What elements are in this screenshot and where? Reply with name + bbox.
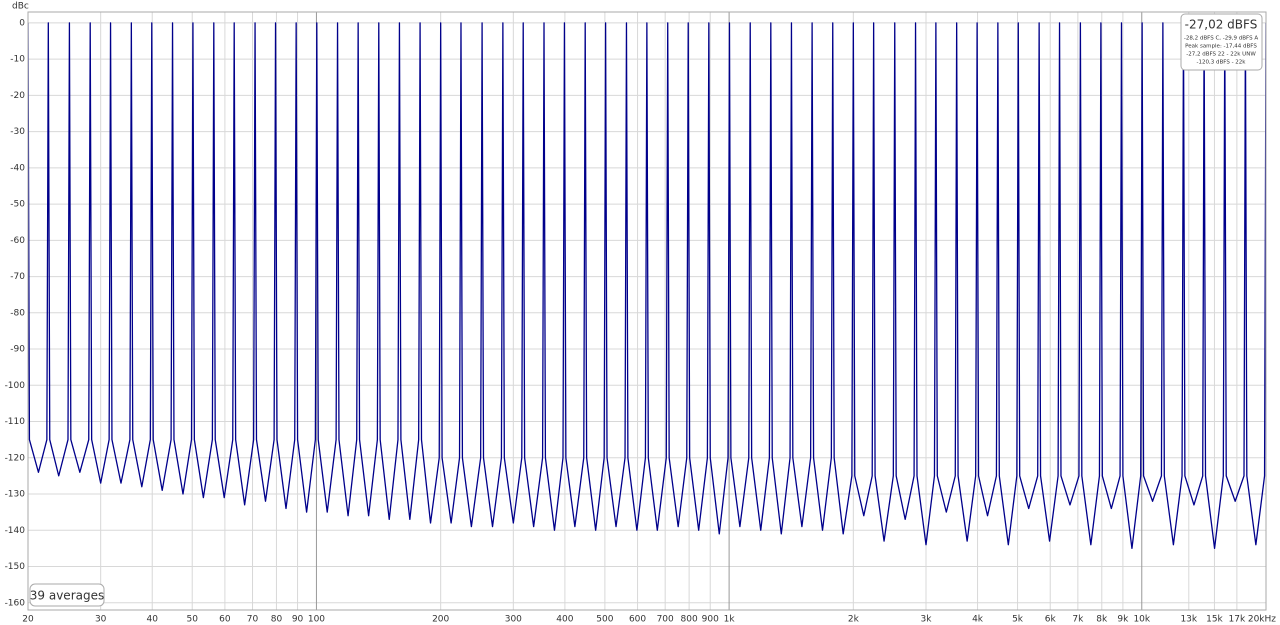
x-tick-label: 900 xyxy=(702,615,719,625)
x-tick-label: 7k xyxy=(1072,615,1084,625)
x-tick-label: 5k xyxy=(1012,615,1024,625)
x-tick-label: 70 xyxy=(247,615,259,625)
y-axis-label: dBc xyxy=(12,2,29,12)
x-tick-label: 9k xyxy=(1117,615,1129,625)
plot xyxy=(28,22,1266,550)
y-tick-label: 0 xyxy=(19,18,25,28)
noise-level: -120,3 dBFS - 22k xyxy=(1197,60,1247,66)
x-tick-label: 600 xyxy=(629,615,646,625)
y-tick-label: -110 xyxy=(5,417,26,427)
x-tick-label: 8k xyxy=(1096,615,1108,625)
y-tick-label: -80 xyxy=(10,308,25,318)
x-tick-label: 13k xyxy=(1180,615,1197,625)
x-tick-label: 20kHz xyxy=(1248,615,1276,625)
x-tick-label: 2k xyxy=(848,615,860,625)
x-tick-label: 6k xyxy=(1045,615,1057,625)
y-tick-label: -60 xyxy=(10,236,25,246)
x-tick-label: 800 xyxy=(681,615,698,625)
x-tick-label: 80 xyxy=(271,615,283,625)
x-tick-label: 10k xyxy=(1133,615,1150,625)
y-tick-label: -70 xyxy=(10,272,25,282)
spectrum-line xyxy=(28,22,1266,550)
y-tick-label: -130 xyxy=(5,490,26,500)
y-tick-label: -100 xyxy=(5,381,26,391)
x-tick-label: 60 xyxy=(219,615,231,625)
x-tick-label: 50 xyxy=(186,615,198,625)
x-tick-label: 15k xyxy=(1206,615,1223,625)
y-tick-label: -20 xyxy=(10,91,25,101)
x-tick-label: 1k xyxy=(724,615,736,625)
info-box xyxy=(1180,13,1263,71)
unweighted-level: -27,2 dBFS 22 - 22k UNW xyxy=(1186,52,1256,58)
y-tick-label: -120 xyxy=(5,453,26,463)
x-tick-label: 17k xyxy=(1229,615,1246,625)
x-tick-label: 4k xyxy=(972,615,984,625)
x-tick-label: 200 xyxy=(432,615,449,625)
y-tick-label: -40 xyxy=(10,163,25,173)
averages-count: 39 averages xyxy=(30,589,104,603)
y-tick-label: -50 xyxy=(10,200,25,210)
y-tick-label: -90 xyxy=(10,345,25,355)
y-tick-label: -150 xyxy=(5,562,26,572)
x-tick-label: 3k xyxy=(921,615,933,625)
y-tick-label: -160 xyxy=(5,598,26,608)
level-readout: -27,02 dBFS xyxy=(1185,18,1258,32)
x-tick-label: 30 xyxy=(95,615,107,625)
x-tick-label: 20 xyxy=(22,615,34,625)
x-tick-label: 500 xyxy=(596,615,613,625)
x-tick-label: 90 xyxy=(292,615,304,625)
x-tick-label: 700 xyxy=(657,615,674,625)
y-tick-label: -30 xyxy=(10,127,25,137)
y-tick-label: -10 xyxy=(10,55,25,65)
y-tick-label: -140 xyxy=(5,526,26,536)
weighted-level: -28,2 dBFS C, -29,9 dBFS A xyxy=(1184,36,1258,42)
plot-frame xyxy=(27,11,1267,611)
peak-sample: Peak sample: -17,44 dBFS xyxy=(1185,44,1257,50)
x-tick-label: 40 xyxy=(146,615,158,625)
x-tick-label: 100 xyxy=(308,615,325,625)
averages-box xyxy=(29,583,105,607)
x-tick-label: 300 xyxy=(505,615,522,625)
x-tick-label: 400 xyxy=(556,615,573,625)
